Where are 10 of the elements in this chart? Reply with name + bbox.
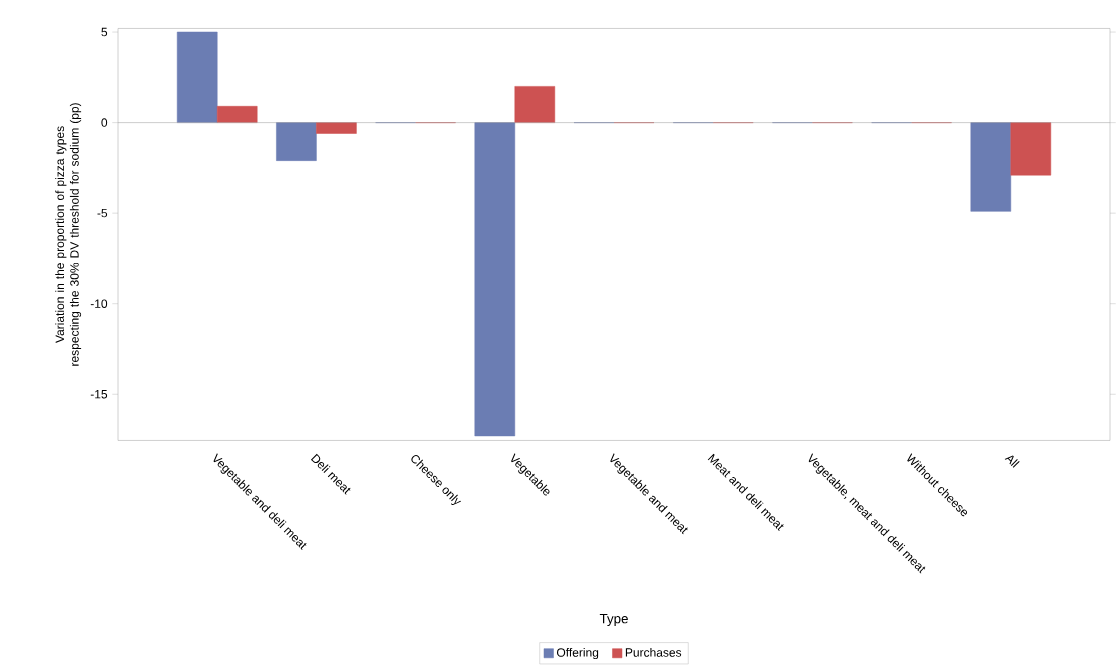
y-tick-label: 5 [101,27,108,37]
y-tick-label: -10 [90,299,108,308]
y-tick-label: -5 [97,208,108,218]
y-tick-label: 0 [101,118,108,127]
legend-label: Offering [556,647,599,659]
y-axis-title: Variation in the proportion of pizza types respecting the 30% DV threshold for sodium (pp) [55,102,82,366]
x-axis-title: Type [599,613,628,626]
y-tick-label: -15 [90,389,108,399]
x-tick-label: All [1004,455,1020,468]
legend-label: Purchases [625,647,682,657]
